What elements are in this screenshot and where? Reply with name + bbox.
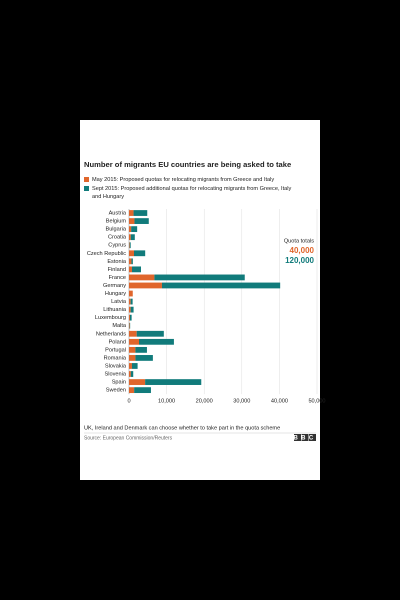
logo-box	[309, 434, 316, 441]
bar-segment	[129, 290, 133, 297]
bar-segment	[131, 226, 138, 233]
bar-segment	[130, 371, 134, 377]
y-tick-label: Germany	[103, 283, 126, 289]
y-tick-label: Latvia	[111, 299, 127, 305]
bar-segment	[129, 298, 131, 305]
legend-label: May 2015: Proposed quotas for relocating…	[92, 177, 274, 183]
bar-segment	[130, 234, 135, 241]
bar-segment	[129, 346, 136, 353]
bar-segment	[129, 306, 131, 313]
y-tick-label: Austria	[109, 211, 127, 217]
legend-swatch	[84, 186, 89, 191]
bar-segment	[131, 363, 138, 369]
bar-segment	[145, 379, 202, 385]
bar-segment	[129, 322, 131, 329]
bar-segment	[133, 210, 148, 216]
y-tick-label: Hungary	[105, 291, 126, 297]
bar-segment	[129, 250, 134, 257]
y-tick-label: Poland	[109, 339, 126, 345]
bar-segment	[133, 250, 146, 257]
y-tick-label: Finland	[108, 267, 126, 273]
y-tick-label: Luxembourg	[95, 315, 126, 321]
bar-segment	[131, 258, 133, 265]
bar-segment	[129, 242, 131, 249]
bar-segment	[134, 387, 151, 394]
y-tick-label: Portugal	[105, 347, 126, 353]
x-tick-label: 50,000	[308, 399, 325, 405]
y-tick-label: Bulgaria	[105, 227, 126, 233]
y-tick-label: Lithuania	[103, 307, 127, 313]
bar-segment	[129, 210, 134, 216]
logo: BBC	[294, 436, 317, 442]
bar-segment	[135, 355, 153, 361]
y-tick-label: Slovakia	[105, 363, 127, 369]
bar-segment	[129, 266, 132, 273]
y-tick-label: Slovenia	[105, 372, 127, 378]
bar-segment	[129, 274, 155, 281]
bar-segment	[129, 387, 135, 394]
logo-box	[294, 434, 301, 441]
x-tick-label: 10,000	[158, 399, 175, 405]
bar-segment	[154, 274, 245, 281]
bar-segment	[129, 379, 146, 385]
card	[80, 120, 320, 480]
y-tick-label: Romania	[104, 355, 127, 361]
bar-segment	[129, 242, 130, 249]
bar-segment	[129, 363, 132, 369]
bar-segment	[129, 371, 131, 377]
y-tick-label: Estonia	[107, 259, 127, 265]
source: Source: European Commission/Reuters	[84, 435, 173, 441]
bar-segment	[129, 355, 136, 361]
quota-totals-title: Quota totals	[284, 238, 314, 244]
bar-segment	[129, 330, 137, 337]
logo-box	[301, 434, 309, 441]
bar-segment	[130, 298, 133, 305]
y-tick-label: Croatia	[108, 235, 127, 241]
bar-segment	[129, 338, 139, 345]
y-tick-label: Czech Republic	[87, 251, 126, 257]
bar-segment	[161, 282, 281, 289]
x-tick-label: 0	[127, 399, 130, 405]
x-tick-label: 20,000	[196, 399, 213, 405]
y-tick-label: Netherlands	[96, 331, 126, 337]
y-tick-label: Belgium	[106, 219, 127, 225]
quota-total: 40,000	[290, 246, 315, 255]
y-tick-label: Sweden	[106, 388, 126, 394]
legend-swatch	[84, 177, 89, 182]
bar-segment	[135, 346, 147, 353]
bar-segment	[129, 314, 130, 321]
bar-segment	[129, 218, 135, 224]
bar-segment	[131, 266, 141, 273]
bar-segment	[129, 282, 162, 289]
bar-segment	[129, 234, 131, 241]
bar-segment	[129, 322, 130, 329]
bar-segment	[129, 226, 132, 233]
legend-label: Sept 2015: Proposed additional quotas fo…	[92, 186, 292, 200]
bar-segment	[138, 338, 174, 345]
x-tick-label: 30,000	[233, 399, 250, 405]
bar-segment	[136, 330, 164, 337]
bar-segment	[129, 258, 132, 265]
bar-segment	[134, 218, 149, 224]
y-tick-label: Cyprus	[108, 243, 126, 249]
quota-total: 120,000	[285, 256, 314, 265]
bar-segment	[129, 314, 132, 321]
bar-segment	[130, 306, 134, 313]
y-tick-label: Malta	[112, 323, 127, 329]
footnote: UK, Ireland and Denmark can choose wheth…	[84, 425, 280, 431]
chart-title: Number of migrants EU countries are bein…	[84, 160, 291, 169]
y-tick-label: France	[109, 275, 126, 281]
y-tick-label: Spain	[112, 380, 126, 386]
x-tick-label: 40,000	[271, 399, 288, 405]
